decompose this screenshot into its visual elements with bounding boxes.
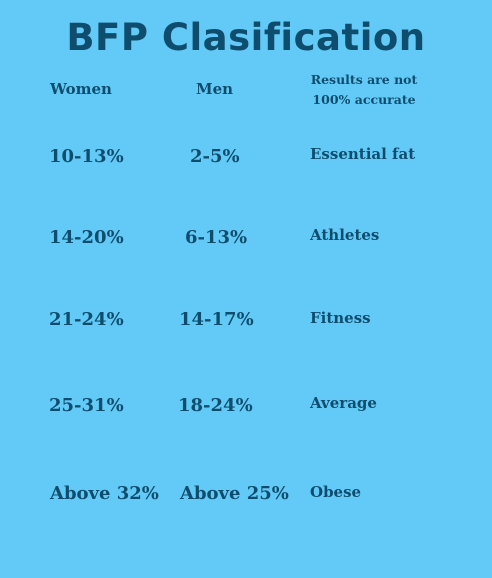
women-range-essential-fat: 10-13% <box>49 146 124 167</box>
accuracy-note: Results are not 100% accurate <box>310 72 418 107</box>
women-range-obese: Above 32% <box>50 483 159 504</box>
category-essential-fat: Essential fat <box>310 145 416 163</box>
column-header-men: Men <box>196 80 234 98</box>
men-range-fitness: 14-17% <box>179 309 254 330</box>
column-header-women: Women <box>50 80 112 98</box>
men-range-obese: Above 25% <box>180 483 289 504</box>
women-range-athletes: 14-20% <box>49 227 124 248</box>
category-average: Average <box>310 394 377 412</box>
men-range-essential-fat: 2-5% <box>190 146 240 167</box>
category-fitness: Fitness <box>310 309 371 327</box>
women-range-fitness: 21-24% <box>49 309 124 330</box>
page-title: BFP Clasification <box>66 16 426 59</box>
men-range-athletes: 6-13% <box>185 227 248 248</box>
category-athletes: Athletes <box>310 226 380 244</box>
category-obese: Obese <box>310 483 362 501</box>
men-range-average: 18-24% <box>178 395 253 416</box>
women-range-average: 25-31% <box>49 395 124 416</box>
